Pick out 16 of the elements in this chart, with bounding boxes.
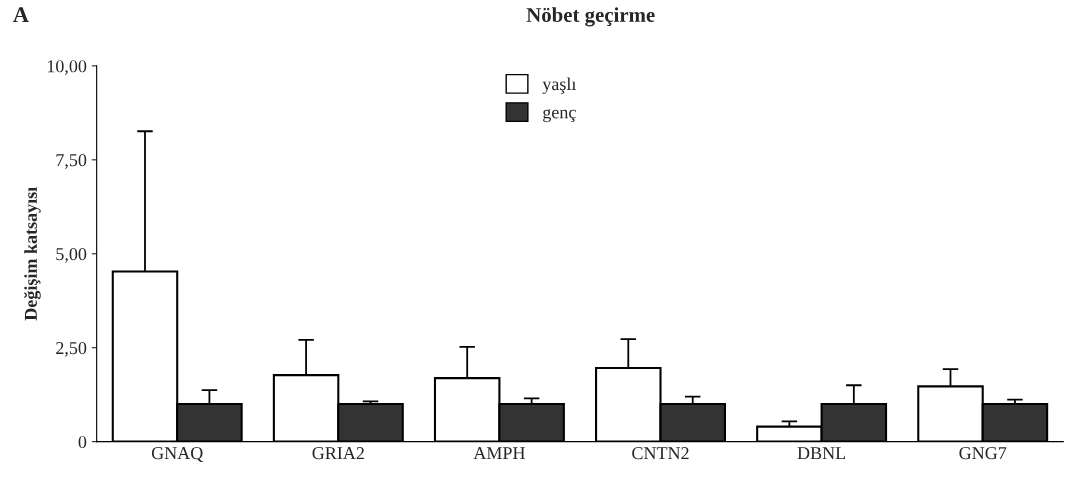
x-tick-label: GNAQ xyxy=(151,447,203,462)
legend-label: yaşlı xyxy=(542,77,577,94)
x-tick-label: DBNL xyxy=(797,447,846,460)
y-tick-label: 7,50 xyxy=(56,154,87,169)
x-tick-label: GNG7 xyxy=(959,447,1007,460)
x-tick-label: AMPH xyxy=(473,447,525,460)
legend-label: genç xyxy=(543,108,576,123)
y-tick-label: 10,00 xyxy=(47,60,87,75)
chart-title: Nöbet geçirme xyxy=(526,7,655,27)
y-axis-title: Değişim katsayısı xyxy=(24,187,41,321)
text: A xyxy=(13,7,29,22)
x-tick-label: CNTN2 xyxy=(632,447,689,460)
y-tick-label: 0 xyxy=(78,435,87,449)
x-tick-label: GRIA2 xyxy=(312,447,364,460)
y-tick-label: 2,50 xyxy=(56,341,87,357)
y-tick-label: 5,00 xyxy=(56,248,87,263)
